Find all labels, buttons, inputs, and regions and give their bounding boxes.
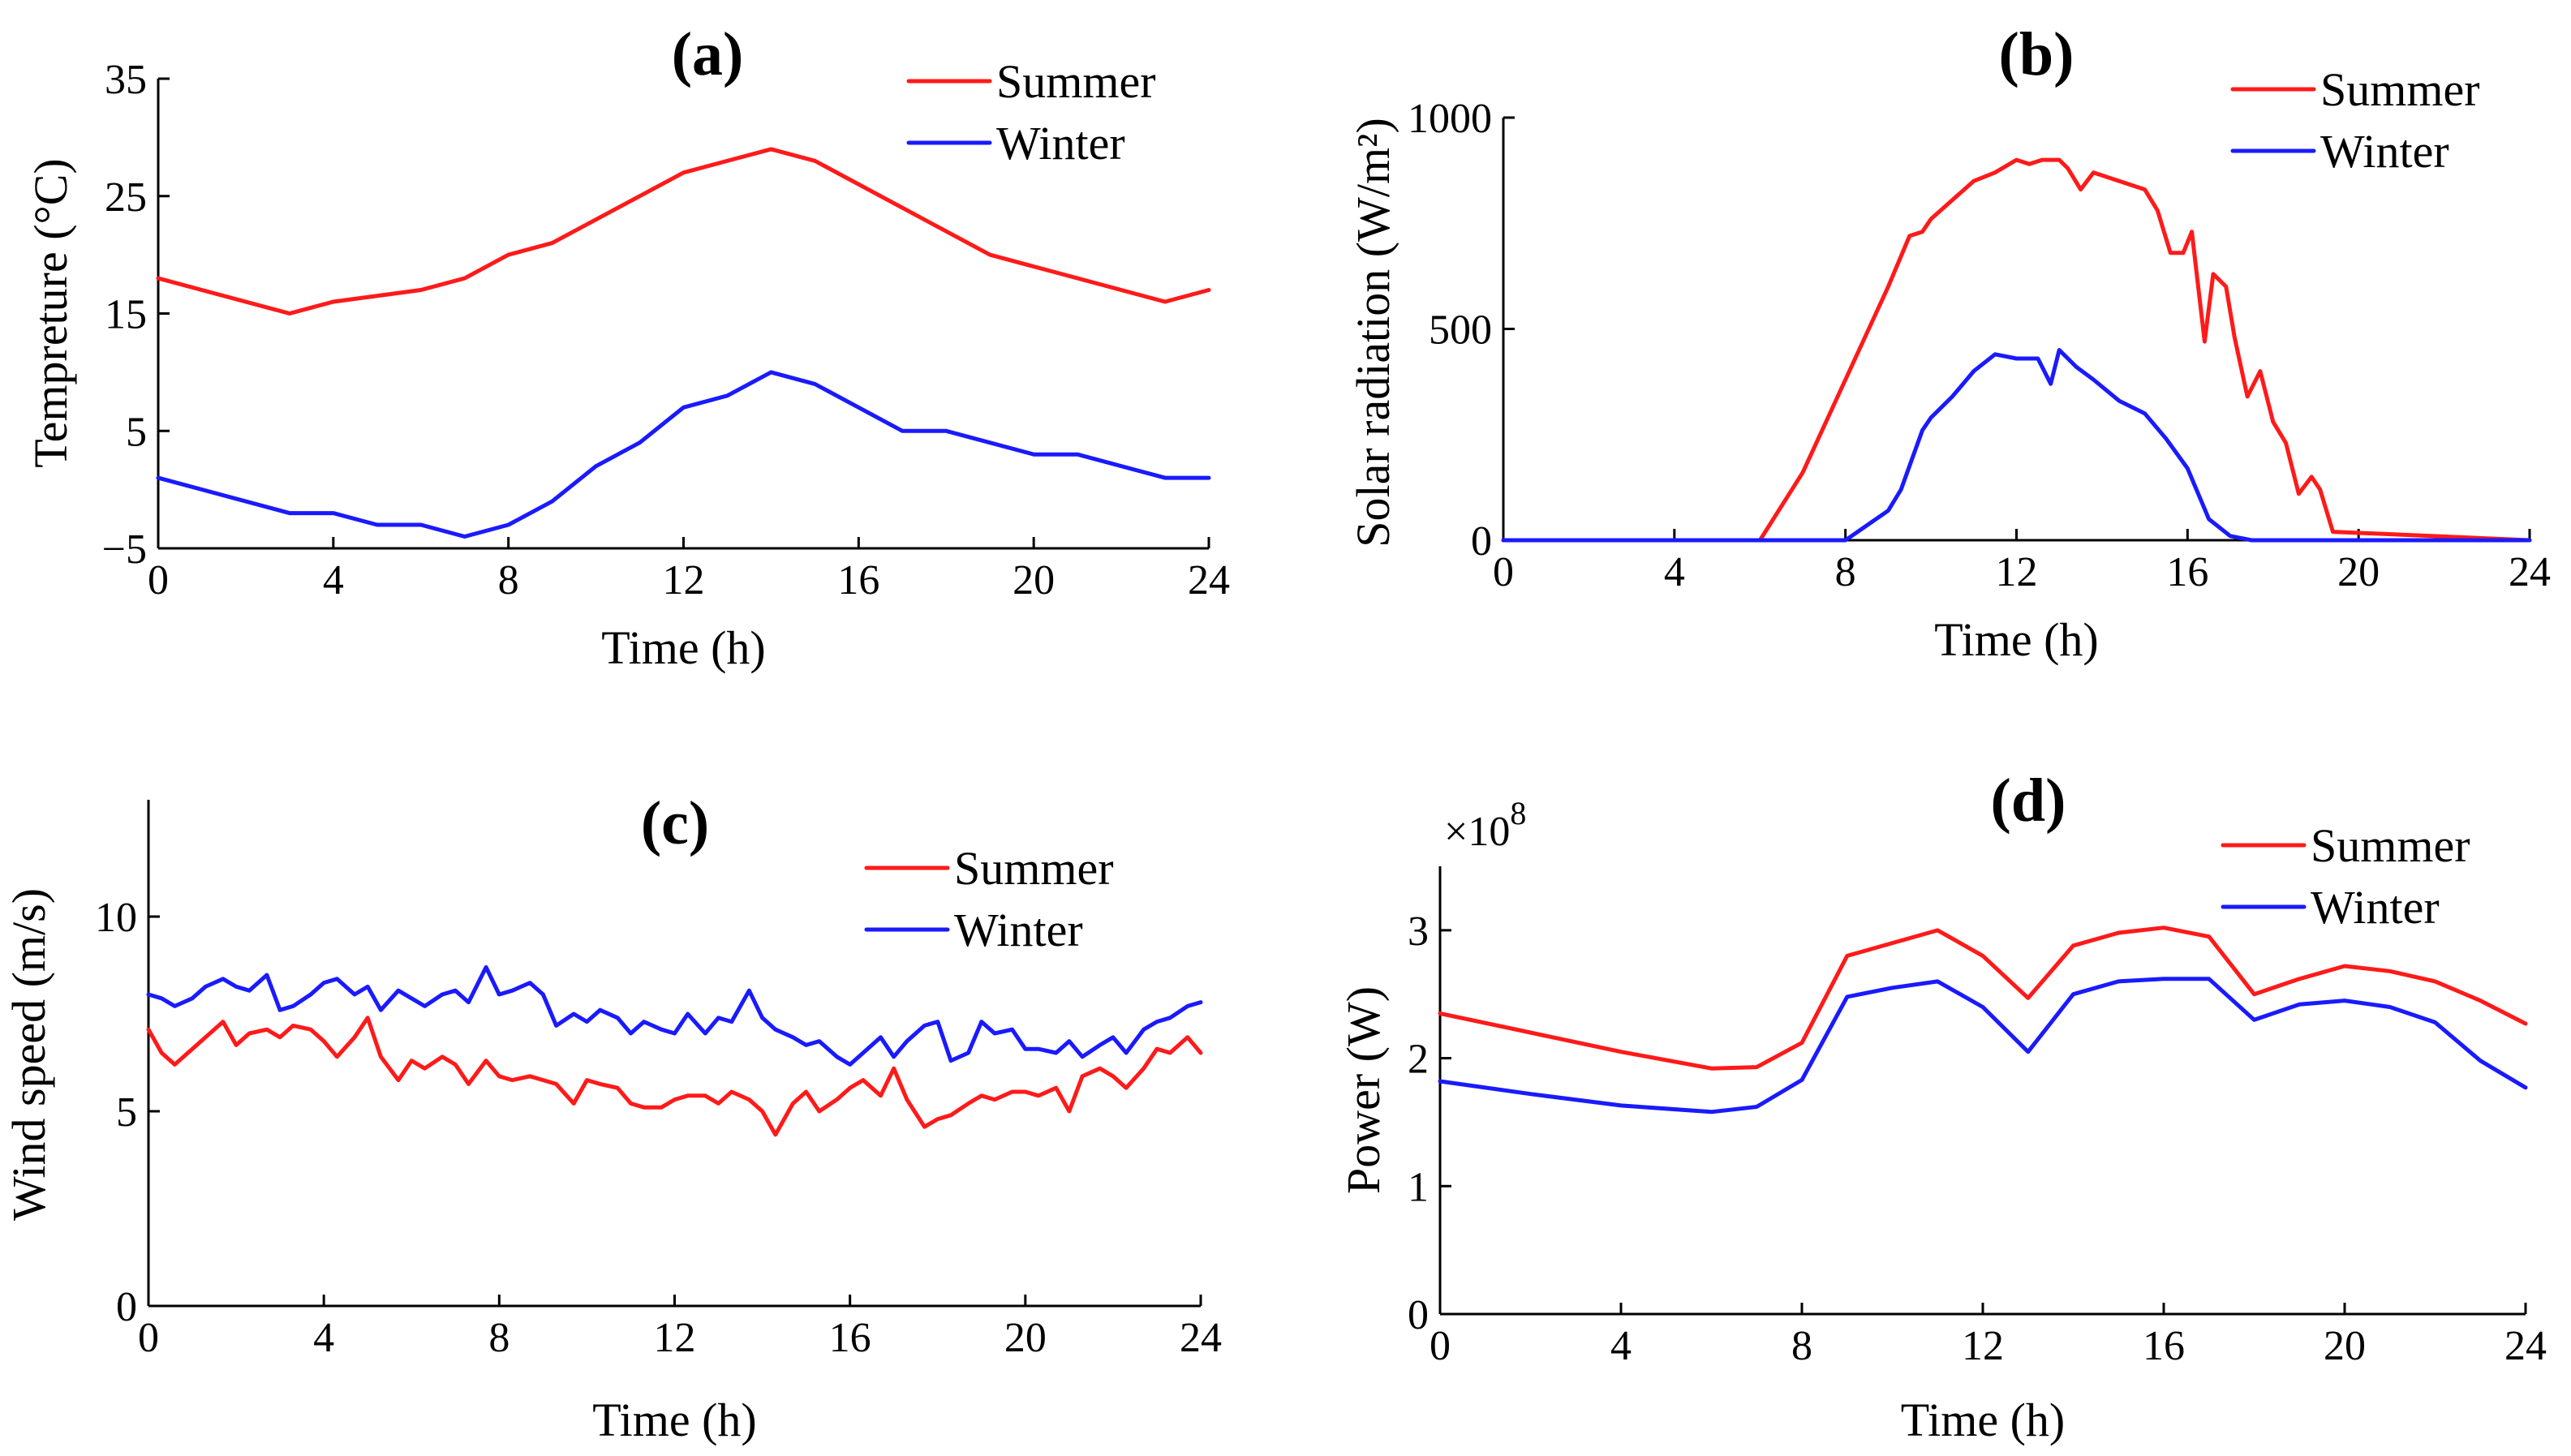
y-axis-label: Power (W) — [1337, 986, 1390, 1194]
x-tick-label: 0 — [138, 1315, 159, 1361]
panel-title: (d) — [1991, 767, 2066, 835]
x-tick-label: 24 — [2509, 549, 2551, 595]
legend-label-summer: Summer — [2311, 819, 2470, 872]
series-line-summer — [146, 1016, 1203, 1137]
x-axis-label: Time (h) — [592, 1394, 757, 1446]
y-tick-label: 2 — [1408, 1037, 1429, 1083]
x-tick-label: 20 — [1004, 1315, 1047, 1361]
multiplier-base: ×10 — [1444, 809, 1510, 855]
x-tick-label: 12 — [1996, 549, 2038, 595]
series-line-winter — [156, 370, 1211, 539]
y-tick-label: 1 — [1408, 1164, 1429, 1210]
x-tick-label: 4 — [1610, 1323, 1632, 1369]
x-tick-label: 0 — [148, 557, 169, 603]
y-tick-label: −5 — [102, 526, 147, 573]
legend-label-winter: Winter — [954, 904, 1083, 956]
panel-c-wind-speed: 0 4 8 12 16 20 24 0 5 10 (c) Time (h) Wind speed (m/… — [2, 789, 1222, 1446]
multiplier-exponent: 8 — [1510, 795, 1526, 831]
panel-title: (b) — [1999, 20, 2074, 88]
x-tick-label: 4 — [313, 1315, 334, 1361]
y-tick-label: 0 — [1408, 1292, 1429, 1338]
series-line-summer — [1438, 926, 2528, 1071]
y-tick-label: 500 — [1429, 307, 1492, 354]
x-tick-label: 16 — [837, 557, 879, 603]
y-axis-label: Tempreture (°C) — [24, 158, 77, 467]
x-tick-label: 4 — [323, 557, 344, 603]
x-tick-label: 20 — [2337, 549, 2380, 595]
x-tick-label: 12 — [663, 557, 705, 603]
x-tick-label: 12 — [1962, 1323, 2004, 1369]
series-line-winter — [1438, 977, 2528, 1115]
x-tick-label: 20 — [1012, 557, 1055, 603]
y-tick-label: 10 — [95, 895, 137, 941]
y-tick-label: 3 — [1408, 908, 1429, 955]
legend-label-winter: Winter — [2311, 881, 2440, 934]
series-line-winter — [146, 964, 1203, 1067]
y-tick-label: 0 — [1471, 518, 1492, 565]
x-tick-label: 4 — [1664, 549, 1685, 595]
x-tick-label: 8 — [1791, 1323, 1812, 1369]
x-axis-label: Time (h) — [1934, 613, 2099, 666]
x-axis-label: Time (h) — [601, 621, 766, 674]
y-tick-label: 5 — [116, 1089, 137, 1136]
x-tick-label: 16 — [2166, 549, 2208, 595]
y-axis-label: Solar radiation (W/m²) — [1347, 118, 1399, 548]
axis-multiplier: ×108 — [1444, 795, 1526, 855]
x-tick-label: 12 — [654, 1315, 696, 1361]
series-line-winter — [1501, 348, 2532, 543]
y-tick-label: 0 — [116, 1284, 137, 1330]
series-line-summer — [1501, 157, 2532, 543]
x-tick-label: 24 — [1188, 557, 1230, 603]
panel-title: (c) — [641, 789, 709, 857]
y-tick-label: 15 — [105, 292, 147, 338]
series-line-summer — [156, 147, 1211, 316]
y-axis-label: Wind speed (m/s) — [2, 888, 55, 1221]
x-tick-label: 8 — [488, 1315, 509, 1361]
legend-label-winter: Winter — [2320, 125, 2449, 178]
panel-title: (a) — [672, 20, 744, 88]
x-tick-label: 0 — [1493, 549, 1514, 595]
x-tick-label: 8 — [498, 557, 519, 603]
legend-label-summer: Summer — [996, 55, 1156, 108]
y-tick-label: 5 — [126, 409, 147, 455]
y-tick-label: 1000 — [1408, 96, 1492, 142]
y-tick-label: 25 — [105, 174, 147, 221]
x-tick-label: 24 — [1180, 1315, 1222, 1361]
legend-label-summer: Summer — [2320, 63, 2480, 116]
legend-label-winter: Winter — [996, 117, 1125, 170]
x-tick-label: 16 — [2143, 1323, 2185, 1369]
x-tick-label: 24 — [2504, 1323, 2547, 1369]
y-tick-label: 35 — [105, 57, 147, 103]
x-tick-label: 20 — [2324, 1323, 2366, 1369]
x-tick-label: 16 — [829, 1315, 871, 1361]
x-tick-label: 8 — [1835, 549, 1856, 595]
x-tick-label: 0 — [1430, 1323, 1451, 1369]
panel-a-temperature: 0 4 8 12 16 20 24 −5 5 15 25 35 (a) Time (h) Tempretur… — [24, 20, 1230, 674]
x-axis-label: Time (h) — [1901, 1394, 2066, 1446]
panel-b-solar-radiation: 0 4 8 12 16 20 24 0 500 1000 (b) Time (h) Solar radi… — [1347, 20, 2551, 666]
legend-label-summer: Summer — [954, 842, 1114, 895]
